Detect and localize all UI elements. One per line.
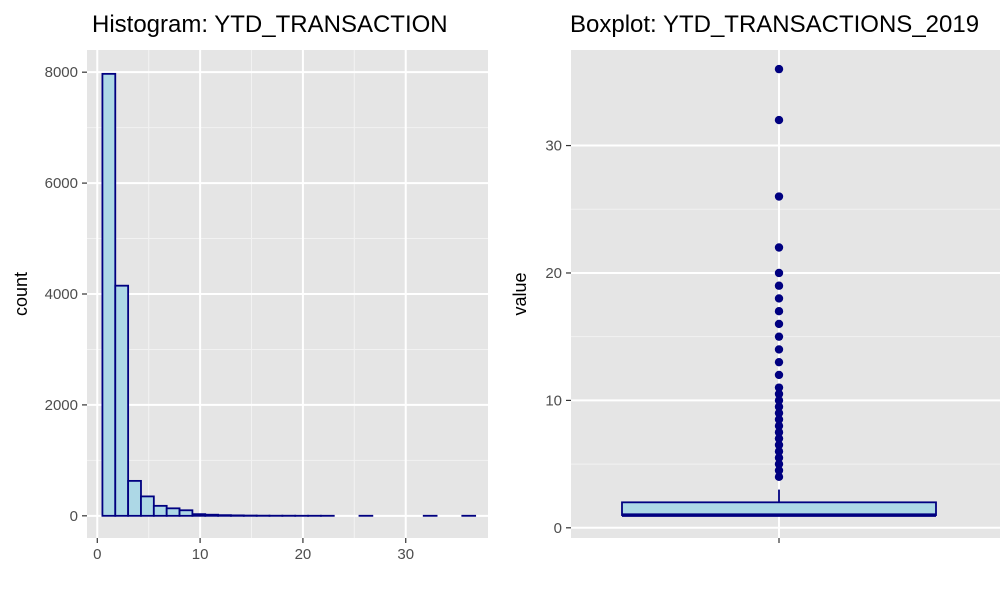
boxplot-outlier-point <box>774 396 784 405</box>
histogram-y-tick-label: 2000 <box>45 397 78 414</box>
boxplot-outlier-point <box>774 434 784 443</box>
histogram-title: Histogram: YTD_TRANSACTION <box>92 11 448 38</box>
boxplot-y-ticks: 0 10 20 30 <box>545 138 780 543</box>
boxplot-outlier-point <box>774 466 784 475</box>
boxplot-outlier-point <box>774 345 784 354</box>
histogram-bar <box>114 284 130 517</box>
boxplot-outlier-point <box>774 268 784 278</box>
histogram-gridlines <box>87 50 488 538</box>
histogram-bar <box>178 509 194 517</box>
histogram-y-tick-label: 6000 <box>45 175 78 192</box>
histogram-bar <box>204 513 219 517</box>
boxplot-outlier-point <box>774 428 784 437</box>
boxplot-outlier-point <box>774 447 784 456</box>
boxplot-chart: Boxplot: YTD_TRANSACTIONS_2019 0 10 20 30 v… <box>510 11 1000 543</box>
histogram-x-ticks: 0 10 20 30 <box>93 538 414 563</box>
histogram-bar <box>165 507 181 517</box>
histogram-x-tick-label: 20 <box>295 546 312 563</box>
histogram-bar <box>152 504 168 517</box>
boxplot-outlier-point <box>774 370 784 380</box>
histogram-x-tick-label: 10 <box>192 546 209 563</box>
histogram-bar <box>140 495 155 517</box>
histogram-x-tick-label: 0 <box>93 546 101 563</box>
boxplot-outlier-point <box>774 115 784 125</box>
boxplot-title: Boxplot: YTD_TRANSACTIONS_2019 <box>570 11 979 38</box>
boxplot-outlier-point <box>774 453 784 462</box>
boxplot-outlier-point <box>774 243 784 252</box>
boxplot-outlier-point <box>774 440 784 450</box>
boxplot-outlier-point <box>774 459 784 469</box>
histogram-y-tick-label: 8000 <box>45 64 78 81</box>
boxplot-outlier-point <box>774 408 784 418</box>
boxplot-outlier-point <box>774 64 784 74</box>
boxplot-outlier-point <box>774 383 784 392</box>
boxplot-outlier-point <box>774 192 784 201</box>
boxplot-outlier-point <box>774 281 784 290</box>
boxplot-y-axis-label: value <box>510 272 530 315</box>
boxplot-body <box>621 489 937 517</box>
boxplot-outlier-point <box>774 415 784 424</box>
boxplot-outlier-point <box>774 472 784 482</box>
boxplot-gridlines <box>571 50 1000 538</box>
boxplot-outlier-point <box>774 332 784 341</box>
boxplot-y-tick-label: 20 <box>545 265 562 282</box>
boxplot-outlier-point <box>774 294 784 303</box>
histogram-bars <box>101 72 477 517</box>
boxplot-outlier-point <box>774 389 784 399</box>
histogram-chart: Histogram: YTD_TRANSACTION 0 10 20 30 0 2000… <box>11 11 488 563</box>
boxplot-outlier-point <box>774 421 784 431</box>
boxplot-outlier-point <box>774 307 784 316</box>
histogram-x-tick-label: 30 <box>397 546 414 563</box>
boxplot-y-tick-label: 10 <box>545 392 562 409</box>
histogram-y-axis-label: count <box>11 272 31 316</box>
histogram-bar <box>217 514 232 517</box>
histogram-bar <box>191 513 207 517</box>
boxplot-plot-panel <box>571 50 1000 538</box>
boxplot-outliers <box>774 64 784 482</box>
boxplot-outlier-point <box>774 319 784 329</box>
histogram-y-tick-label: 4000 <box>45 286 78 303</box>
histogram-bar <box>101 72 117 517</box>
histogram-bar <box>127 479 142 517</box>
boxplot-y-tick-label: 30 <box>545 138 562 155</box>
boxplot-outlier-point <box>774 357 784 367</box>
boxplot-outlier-point <box>774 402 784 411</box>
boxplot-y-tick-label: 0 <box>554 520 562 537</box>
boxplot-box <box>621 501 937 516</box>
histogram-y-ticks: 0 2000 4000 6000 8000 <box>45 64 87 525</box>
histogram-y-tick-label: 0 <box>70 508 78 525</box>
